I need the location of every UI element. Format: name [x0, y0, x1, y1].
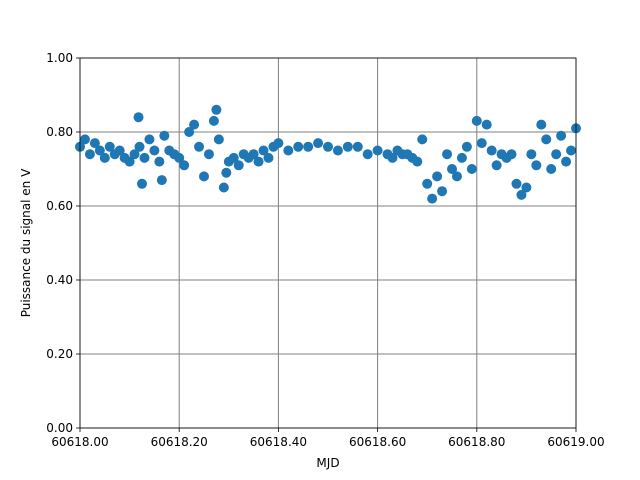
data-point	[551, 149, 562, 160]
data-point	[84, 149, 95, 160]
data-point	[412, 156, 423, 167]
data-point	[466, 164, 477, 174]
data-point	[156, 175, 167, 186]
data-point	[516, 189, 527, 200]
x-axis: 60618.00 60618.20 60618.40 60618.60 60618.80…	[51, 428, 605, 449]
data-point	[104, 141, 115, 152]
y-axis-label: Puissance du signal en V	[19, 168, 33, 317]
data-point	[114, 145, 125, 156]
data-point	[531, 160, 542, 171]
y-tick-label: 1.00	[46, 51, 73, 65]
data-point	[461, 141, 472, 152]
data-point	[94, 145, 105, 156]
data-point	[258, 145, 269, 156]
data-point	[174, 152, 185, 163]
data-point	[149, 145, 160, 156]
data-point	[233, 160, 244, 171]
data-point	[184, 127, 195, 137]
data-point	[313, 138, 324, 149]
data-point	[427, 193, 438, 204]
data-point	[541, 134, 552, 145]
data-point	[456, 152, 467, 163]
data-point	[471, 115, 482, 126]
data-point	[352, 141, 363, 152]
data-point	[342, 141, 353, 152]
data-point	[137, 178, 147, 189]
x-tick-label: 60618.60	[349, 435, 406, 449]
data-point	[362, 149, 373, 160]
data-points	[75, 104, 581, 204]
data-point	[372, 145, 383, 156]
data-point	[203, 149, 214, 160]
data-point	[129, 149, 140, 160]
data-point	[491, 160, 502, 171]
data-point	[432, 171, 443, 182]
data-point	[293, 141, 304, 152]
data-point	[99, 152, 110, 163]
data-point	[133, 112, 144, 123]
x-axis-label: MJD	[316, 456, 339, 470]
data-point	[526, 149, 537, 160]
y-tick-label: 0.00	[46, 421, 73, 435]
y-tick-label: 0.40	[46, 273, 73, 287]
x-tick-label: 60618.80	[448, 435, 505, 449]
data-point	[273, 138, 284, 149]
data-point	[476, 138, 487, 149]
data-point	[79, 134, 90, 145]
data-point	[134, 141, 145, 152]
data-point	[283, 145, 294, 156]
data-point	[124, 156, 135, 167]
data-point	[506, 149, 517, 160]
data-point	[211, 104, 222, 115]
data-point	[422, 178, 433, 189]
data-point	[566, 145, 577, 156]
y-tick-label: 0.20	[46, 347, 73, 361]
data-point	[521, 182, 532, 193]
x-tick-label: 60618.00	[51, 435, 108, 449]
data-point	[89, 138, 100, 149]
data-point	[199, 171, 209, 182]
data-point	[213, 134, 224, 145]
data-point	[248, 149, 259, 160]
data-point	[218, 182, 229, 193]
data-point	[221, 167, 232, 178]
data-point	[194, 141, 205, 152]
data-point	[437, 186, 448, 197]
data-point	[417, 134, 428, 145]
data-point	[189, 119, 200, 130]
data-point	[179, 160, 190, 171]
data-point	[536, 119, 547, 130]
y-axis: 0.00 0.20 0.40 0.60 0.80 1.00	[46, 51, 80, 435]
data-point	[556, 130, 567, 141]
data-point	[253, 156, 264, 167]
data-point	[546, 164, 557, 174]
data-point	[387, 152, 398, 163]
data-point	[228, 152, 239, 163]
data-point	[263, 152, 274, 163]
y-tick-label: 0.60	[46, 199, 73, 213]
data-point	[154, 156, 165, 167]
x-tick-label: 60618.40	[250, 435, 307, 449]
data-point	[144, 134, 155, 145]
plot-frame	[79, 57, 577, 429]
x-tick-label: 60618.20	[151, 435, 208, 449]
data-point	[561, 156, 572, 167]
data-point	[208, 115, 219, 126]
x-tick-label: 60619.00	[547, 435, 604, 449]
y-tick-label: 0.80	[46, 125, 73, 139]
data-point	[159, 130, 170, 141]
data-point	[511, 178, 522, 189]
data-point	[303, 141, 314, 152]
data-point	[451, 171, 462, 182]
data-point	[139, 152, 150, 163]
data-point	[442, 149, 453, 160]
data-point	[481, 119, 492, 130]
data-point	[323, 141, 333, 152]
data-point	[447, 164, 457, 174]
data-point	[332, 145, 343, 156]
data-point	[486, 145, 497, 156]
